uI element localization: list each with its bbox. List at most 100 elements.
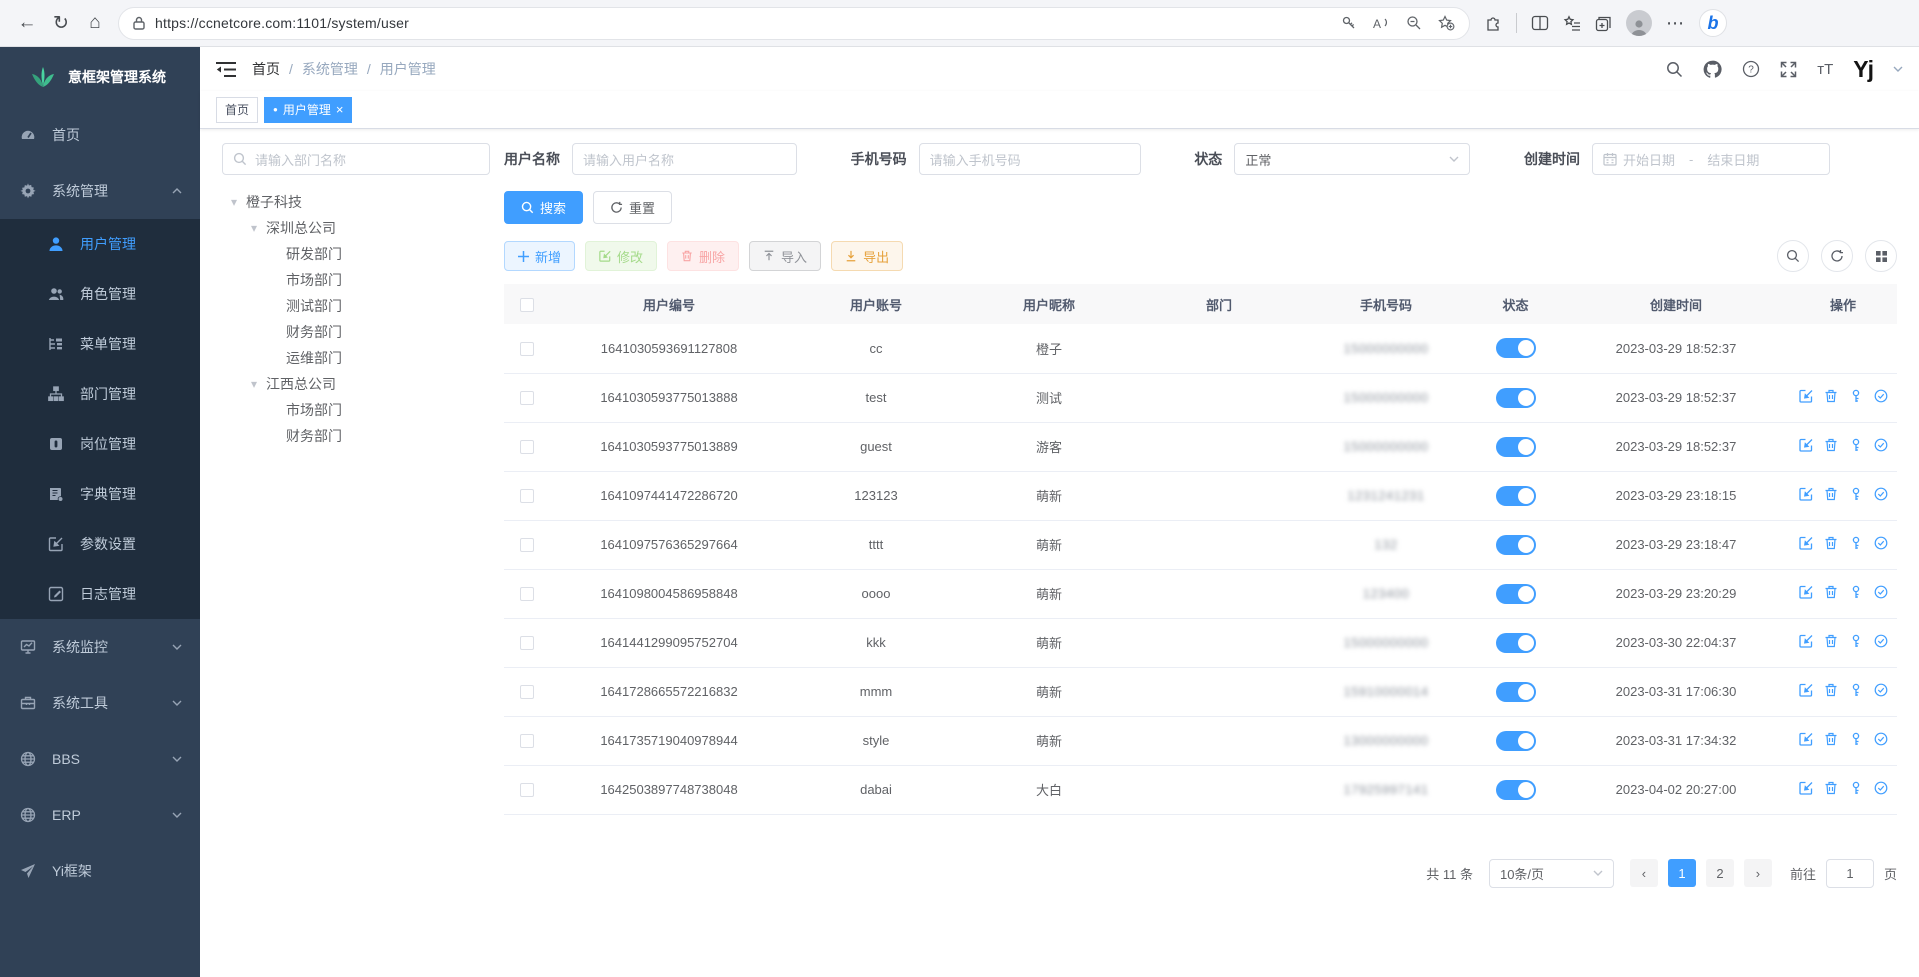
row-assign-role-icon[interactable] — [1874, 732, 1888, 746]
tree-node[interactable]: ▾ 深圳总公司 — [222, 215, 490, 241]
row-edit-icon[interactable] — [1798, 634, 1813, 648]
row-delete-icon[interactable] — [1824, 683, 1838, 697]
row-edit-icon[interactable] — [1798, 683, 1813, 697]
font-size-icon[interactable]: тT — [1817, 60, 1834, 78]
row-reset-password-icon[interactable] — [1849, 487, 1863, 501]
browser-back-button[interactable]: ← — [17, 12, 37, 33]
status-toggle[interactable] — [1495, 387, 1536, 408]
status-toggle[interactable] — [1495, 583, 1536, 604]
row-assign-role-icon[interactable] — [1874, 781, 1888, 795]
app-logo-row[interactable]: 意框架管理系统 — [0, 47, 200, 107]
header-search-icon[interactable] — [1666, 61, 1683, 78]
status-toggle[interactable] — [1495, 485, 1536, 506]
table-refresh-button[interactable] — [1821, 240, 1853, 272]
read-aloud-icon[interactable]: A — [1373, 16, 1390, 31]
row-edit-icon[interactable] — [1798, 438, 1813, 452]
row-assign-role-icon[interactable] — [1874, 536, 1888, 550]
row-delete-icon[interactable] — [1824, 389, 1838, 403]
zoom-out-icon[interactable] — [1406, 15, 1422, 31]
tab-user-mgmt[interactable]: ● 用户管理 × — [264, 96, 353, 123]
reset-button[interactable]: 重置 — [593, 191, 673, 224]
sidebar-item-log-mgmt[interactable]: 日志管理 — [0, 569, 200, 619]
status-toggle[interactable] — [1495, 338, 1536, 359]
tree-node[interactable]: 财务部门 — [222, 319, 490, 345]
row-delete-icon[interactable] — [1824, 536, 1838, 550]
sidebar-item-bbs[interactable]: BBS — [0, 731, 200, 787]
row-assign-role-icon[interactable] — [1874, 585, 1888, 599]
browser-refresh-button[interactable]: ↻ — [53, 12, 69, 34]
next-page-button[interactable]: › — [1743, 859, 1772, 887]
row-reset-password-icon[interactable] — [1849, 732, 1863, 746]
page-size-select[interactable]: 10条/页 — [1488, 858, 1614, 888]
tree-node[interactable]: ▾ 江西总公司 — [222, 371, 490, 397]
page-button-2[interactable]: 2 — [1705, 859, 1734, 887]
avatar-caret-icon[interactable] — [1893, 66, 1903, 72]
address-bar[interactable]: https://ccnetcore.com:1101/system/user A — [118, 6, 1470, 40]
row-checkbox[interactable] — [520, 685, 534, 700]
status-toggle[interactable] — [1495, 436, 1536, 457]
user-avatar-logo[interactable]: Yj — [1853, 55, 1874, 82]
goto-page-input[interactable]: 1 — [1825, 858, 1874, 888]
status-select[interactable]: 正常 — [1234, 143, 1471, 175]
status-toggle[interactable] — [1495, 534, 1536, 555]
row-delete-icon[interactable] — [1824, 585, 1838, 599]
sidebar-item-dept-mgmt[interactable]: 部门管理 — [0, 369, 200, 419]
sidebar-item-system-mgmt[interactable]: 系统管理 — [0, 163, 200, 219]
row-reset-password-icon[interactable] — [1849, 634, 1863, 648]
tab-home[interactable]: 首页 — [216, 96, 259, 123]
row-assign-role-icon[interactable] — [1874, 389, 1888, 403]
row-reset-password-icon[interactable] — [1849, 389, 1863, 403]
caret-down-icon[interactable]: ▾ — [250, 221, 258, 235]
delete-button[interactable]: 删除 — [667, 241, 740, 271]
breadcrumb-home[interactable]: 首页 — [252, 61, 280, 77]
row-assign-role-icon[interactable] — [1874, 634, 1888, 648]
row-assign-role-icon[interactable] — [1874, 438, 1888, 452]
collections-icon[interactable] — [1595, 15, 1612, 32]
phone-input[interactable]: 请输入手机号码 — [918, 143, 1141, 175]
row-checkbox[interactable] — [520, 440, 534, 455]
sidebar-item-post-mgmt[interactable]: 岗位管理 — [0, 419, 200, 469]
select-all-checkbox[interactable] — [520, 297, 534, 312]
tab-close-icon[interactable]: × — [335, 102, 344, 117]
sidebar-item-system-monitor[interactable]: 系统监控 — [0, 619, 200, 675]
favorite-add-icon[interactable] — [1438, 15, 1455, 31]
tree-node[interactable]: 市场部门 — [222, 397, 490, 423]
github-icon[interactable] — [1703, 60, 1722, 78]
row-reset-password-icon[interactable] — [1849, 585, 1863, 599]
browser-home-button[interactable]: ⌂ — [89, 12, 101, 33]
sidebar-item-param-settings[interactable]: 参数设置 — [0, 519, 200, 569]
row-reset-password-icon[interactable] — [1849, 683, 1863, 697]
row-checkbox[interactable] — [520, 538, 534, 553]
row-edit-icon[interactable] — [1798, 487, 1813, 501]
sidebar-item-yi-framework[interactable]: Yi框架 — [0, 843, 200, 899]
sidebar-item-role-mgmt[interactable]: 角色管理 — [0, 269, 200, 319]
status-toggle[interactable] — [1495, 632, 1536, 653]
row-edit-icon[interactable] — [1798, 732, 1813, 746]
row-reset-password-icon[interactable] — [1849, 536, 1863, 550]
browser-more-menu[interactable]: ⋯ — [1666, 12, 1685, 33]
favorites-bar-icon[interactable] — [1563, 15, 1581, 31]
export-button[interactable]: 导出 — [831, 241, 904, 271]
row-edit-icon[interactable] — [1798, 389, 1813, 403]
row-reset-password-icon[interactable] — [1849, 438, 1863, 452]
row-delete-icon[interactable] — [1824, 781, 1838, 795]
tree-node[interactable]: 测试部门 — [222, 293, 490, 319]
import-button[interactable]: 导入 — [749, 241, 822, 271]
row-edit-icon[interactable] — [1798, 585, 1813, 599]
tree-node[interactable]: 运维部门 — [222, 345, 490, 371]
password-key-icon[interactable] — [1341, 15, 1357, 31]
row-checkbox[interactable] — [520, 636, 534, 651]
row-delete-icon[interactable] — [1824, 438, 1838, 452]
caret-down-icon[interactable]: ▾ — [230, 195, 238, 209]
help-question-icon[interactable]: ? — [1742, 60, 1760, 78]
fullscreen-icon[interactable] — [1780, 61, 1797, 78]
row-reset-password-icon[interactable] — [1849, 781, 1863, 795]
sidebar-item-erp[interactable]: ERP — [0, 787, 200, 843]
row-checkbox[interactable] — [520, 489, 534, 504]
row-assign-role-icon[interactable] — [1874, 683, 1888, 697]
sidebar-item-system-tools[interactable]: 系统工具 — [0, 675, 200, 731]
sidebar-item-home[interactable]: 首页 — [0, 107, 200, 163]
status-toggle[interactable] — [1495, 779, 1536, 800]
add-button[interactable]: 新增 — [504, 241, 576, 271]
split-screen-icon[interactable] — [1531, 15, 1549, 31]
